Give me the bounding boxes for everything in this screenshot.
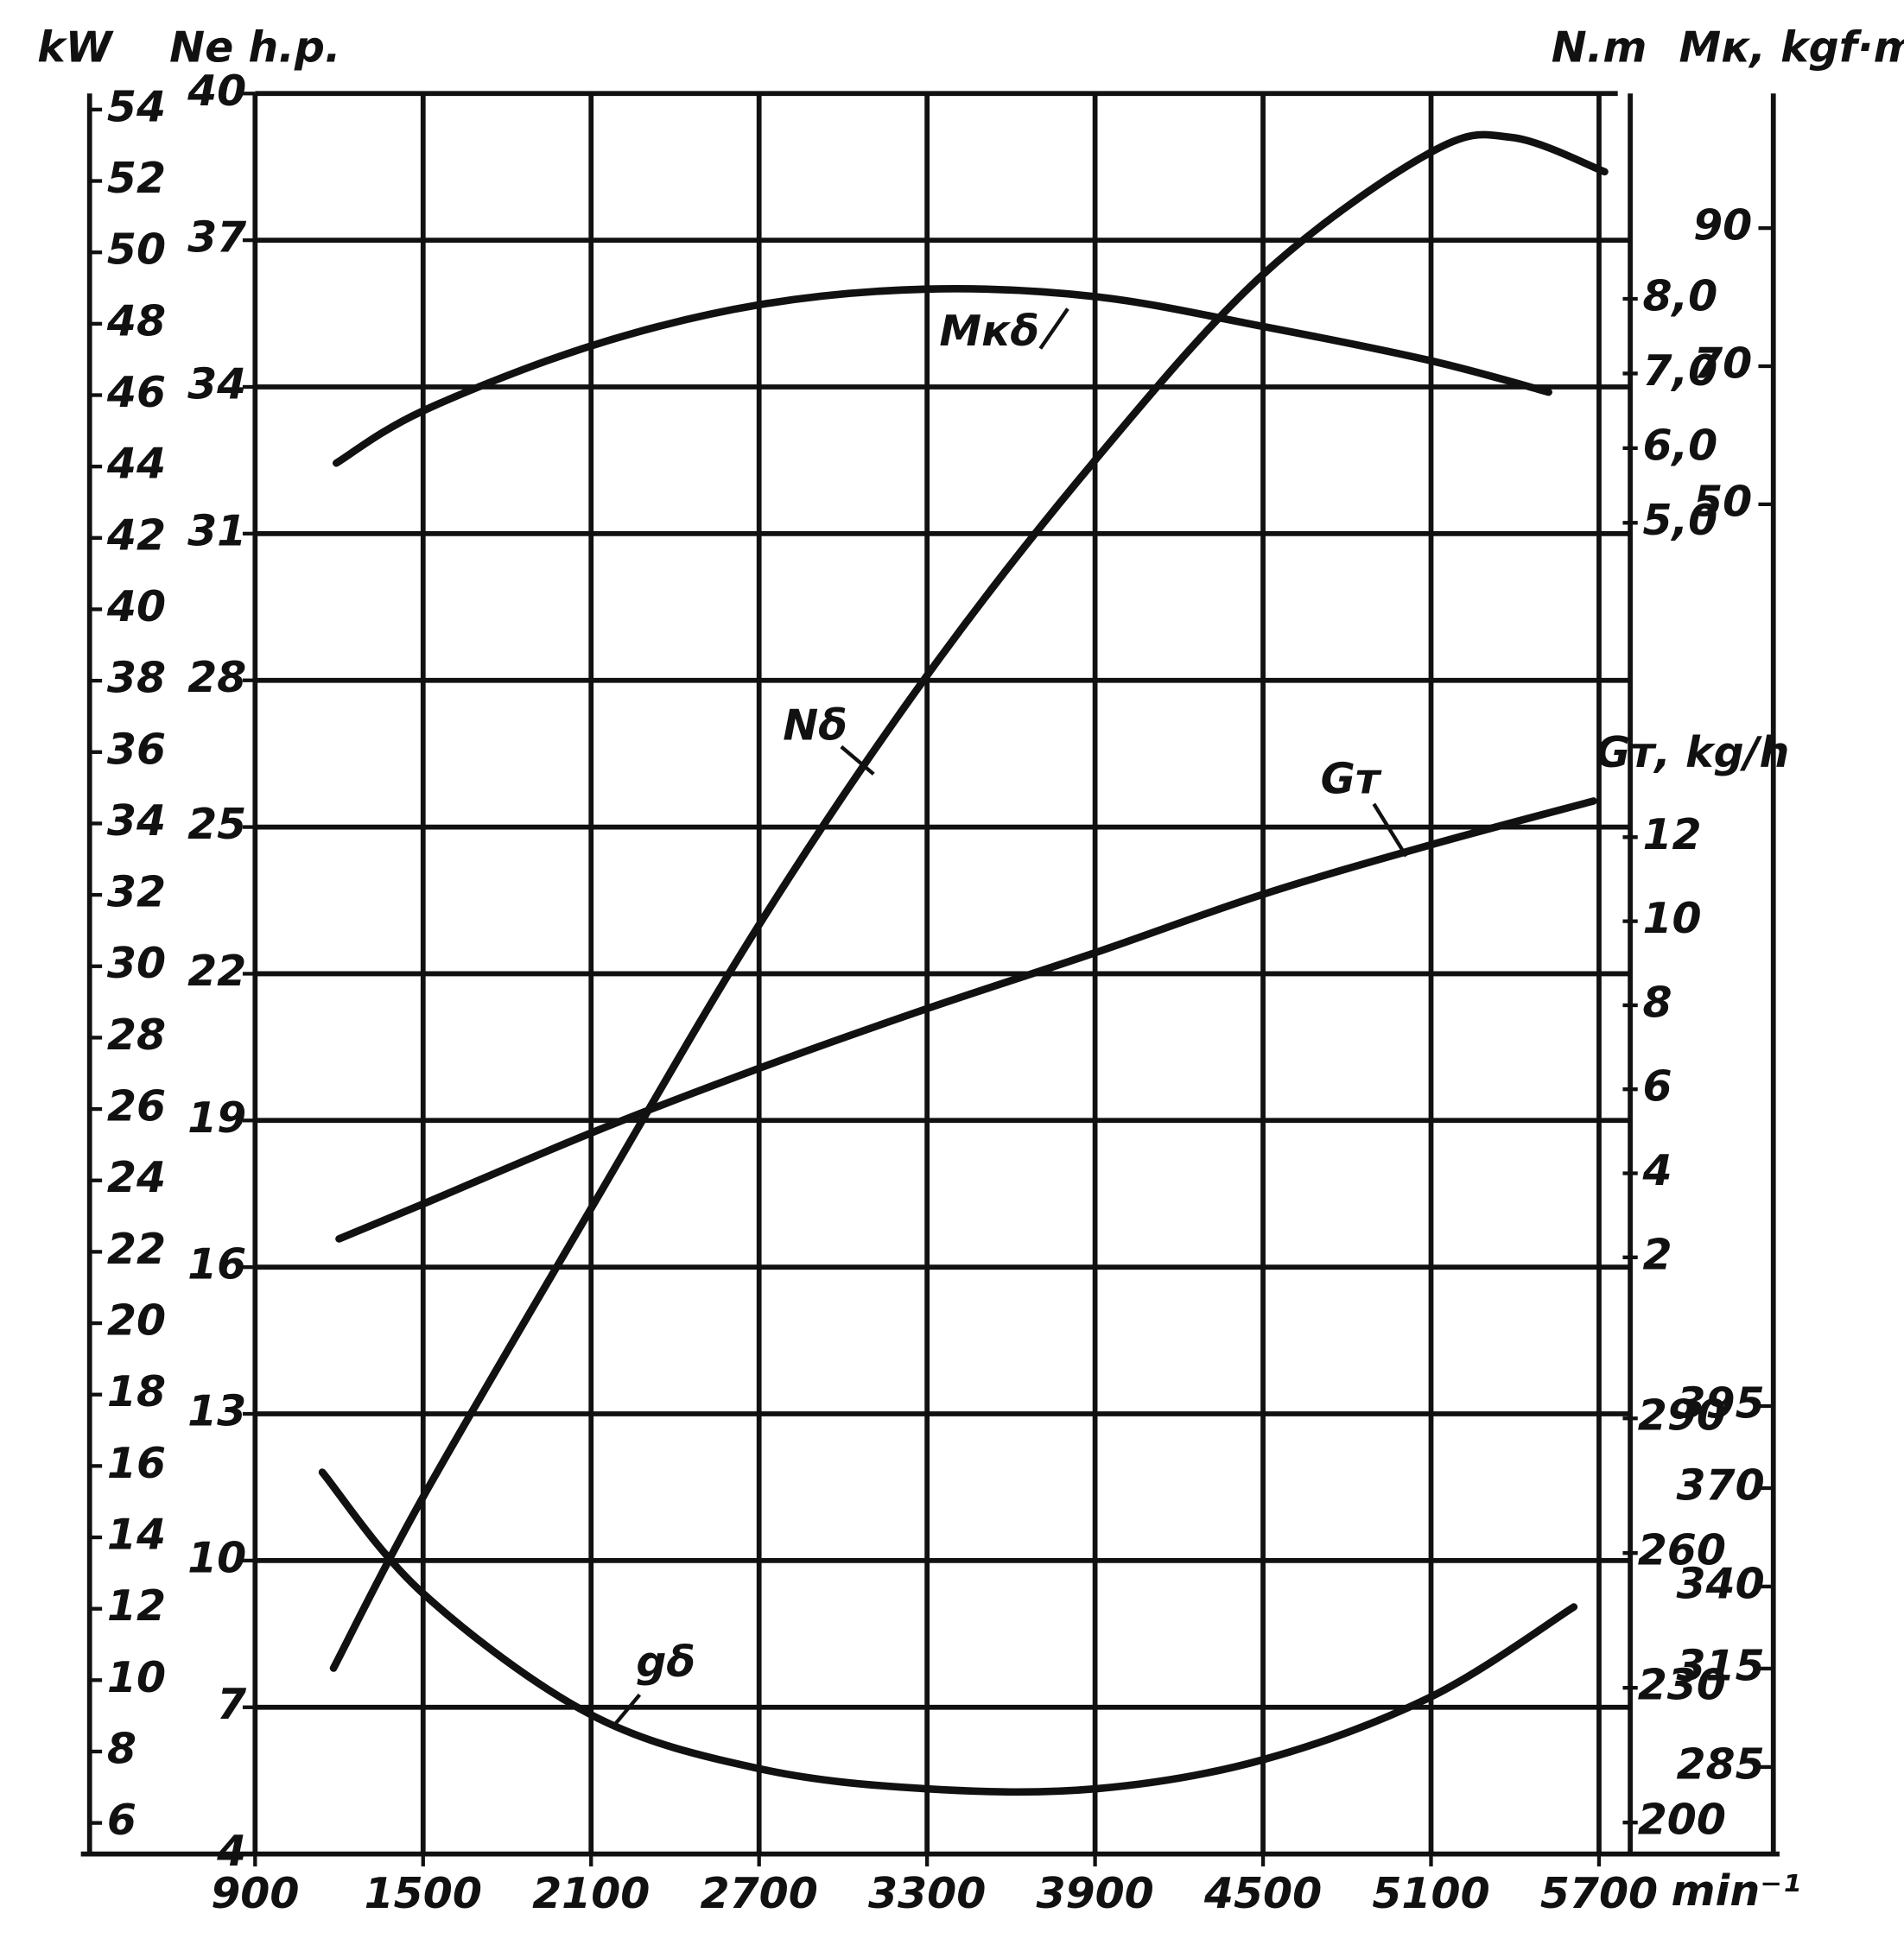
- curve-label: gδ: [636, 1638, 695, 1687]
- y-tick-label: 290: [1638, 1391, 1726, 1441]
- x-axis-label: min⁻¹: [1672, 1866, 1801, 1916]
- y-tick-label: 315: [1676, 1641, 1764, 1690]
- curve-label: Nδ: [783, 700, 847, 750]
- y-tick-label: 22: [187, 947, 246, 996]
- y-tick-label: 18: [107, 1367, 166, 1416]
- y-tick-label: 370: [1676, 1460, 1764, 1510]
- y-tick-label: 14: [107, 1511, 166, 1560]
- x-tick-label: 5100: [1372, 1869, 1489, 1918]
- y-tick-label: 22: [107, 1225, 166, 1274]
- y-tick-label: 48: [106, 296, 166, 345]
- curve: [318, 1468, 1578, 1796]
- y-tick-label: 16: [187, 1240, 246, 1289]
- y-tick-label: 10: [107, 1653, 166, 1702]
- y-axis-label: Gт, kg/h: [1596, 728, 1790, 777]
- y-tick-label: 4: [1641, 1146, 1672, 1195]
- label-leader: [612, 1693, 642, 1726]
- y-tick-label: 24: [107, 1153, 166, 1202]
- y-tick-label: 37: [187, 213, 246, 263]
- x-tick-label: 5700: [1540, 1869, 1658, 1918]
- label-leader: [840, 744, 875, 776]
- x-tick-label: 3900: [1036, 1869, 1153, 1918]
- y-tick-label: 31: [187, 506, 246, 555]
- curve: [329, 130, 1609, 1672]
- y-tick-label: 25: [187, 800, 246, 849]
- y-axis-label: N.m: [1552, 22, 1647, 72]
- y-tick-label: 40: [106, 582, 166, 631]
- y-tick-label: 6,0: [1642, 421, 1717, 470]
- y-tick-label: 2: [1642, 1230, 1672, 1279]
- y-tick-label: 200: [1638, 1796, 1726, 1845]
- x-tick-label: 2100: [532, 1869, 650, 1918]
- y-tick-label: 46: [106, 368, 166, 417]
- curve: [332, 285, 1552, 467]
- y-tick-label: 260: [1638, 1526, 1726, 1575]
- y-tick-label: 7: [217, 1680, 246, 1729]
- x-tick-label: 4500: [1203, 1869, 1322, 1918]
- y-tick-label: 12: [107, 1581, 166, 1631]
- y-tick-label: 8,0: [1642, 271, 1717, 320]
- y-tick-label: 34: [107, 796, 166, 846]
- y-tick-label: 42: [106, 510, 166, 560]
- x-tick-label: 3300: [868, 1869, 986, 1918]
- y-tick-label: 13: [187, 1387, 246, 1436]
- y-tick-label: 70: [1693, 339, 1752, 389]
- label-leader: [1038, 307, 1069, 350]
- y-tick-label: 52: [107, 154, 166, 203]
- y-tick-label: 40: [187, 67, 246, 116]
- y-tick-label: 4: [216, 1827, 246, 1876]
- y-tick-label: 19: [187, 1093, 246, 1143]
- y-axis-label: kW: [37, 22, 114, 72]
- y-tick-label: 36: [107, 725, 166, 774]
- y-tick-label: 8: [107, 1724, 136, 1773]
- y-tick-label: 90: [1693, 201, 1752, 250]
- y-tick-label: 28: [107, 1011, 166, 1060]
- y-tick-label: 32: [107, 868, 166, 917]
- y-tick-label: 30: [107, 939, 166, 988]
- y-tick-label: 285: [1676, 1739, 1764, 1789]
- y-tick-label: 12: [1642, 810, 1701, 859]
- y-tick-label: 38: [107, 654, 166, 703]
- y-tick-label: 34: [187, 359, 246, 409]
- y-tick-label: 28: [187, 653, 246, 702]
- y-tick-label: 26: [107, 1082, 166, 1131]
- curve-label: Mкδ: [939, 307, 1039, 356]
- curve: [335, 797, 1597, 1243]
- y-tick-label: 44: [106, 440, 166, 489]
- y-axis-label: Ne h.p.: [169, 22, 340, 72]
- y-tick-label: 10: [1642, 894, 1701, 943]
- y-tick-label: 8: [1642, 978, 1672, 1027]
- y-tick-label: 50: [1693, 477, 1752, 526]
- y-tick-label: 7,0: [1642, 346, 1717, 396]
- y-tick-label: 6: [107, 1796, 136, 1845]
- y-tick-label: 16: [107, 1439, 166, 1488]
- x-tick-label: 1500: [365, 1869, 482, 1918]
- y-tick-label: 230: [1638, 1661, 1726, 1710]
- label-leader: [1372, 802, 1408, 858]
- y-tick-label: 340: [1676, 1559, 1764, 1608]
- x-tick-label: 900: [211, 1869, 299, 1918]
- curve-label: Gт: [1321, 754, 1382, 803]
- y-axis-label: Mк, kgf·m: [1679, 22, 1904, 72]
- x-tick-label: 2700: [701, 1869, 818, 1918]
- y-tick-label: 6: [1642, 1062, 1672, 1112]
- y-tick-label: 20: [107, 1296, 166, 1346]
- y-tick-label: 54: [107, 82, 166, 131]
- y-tick-label: 50: [107, 225, 166, 275]
- y-tick-label: 5,0: [1642, 496, 1717, 545]
- y-tick-label: 395: [1676, 1379, 1764, 1429]
- y-tick-label: 10: [187, 1533, 246, 1582]
